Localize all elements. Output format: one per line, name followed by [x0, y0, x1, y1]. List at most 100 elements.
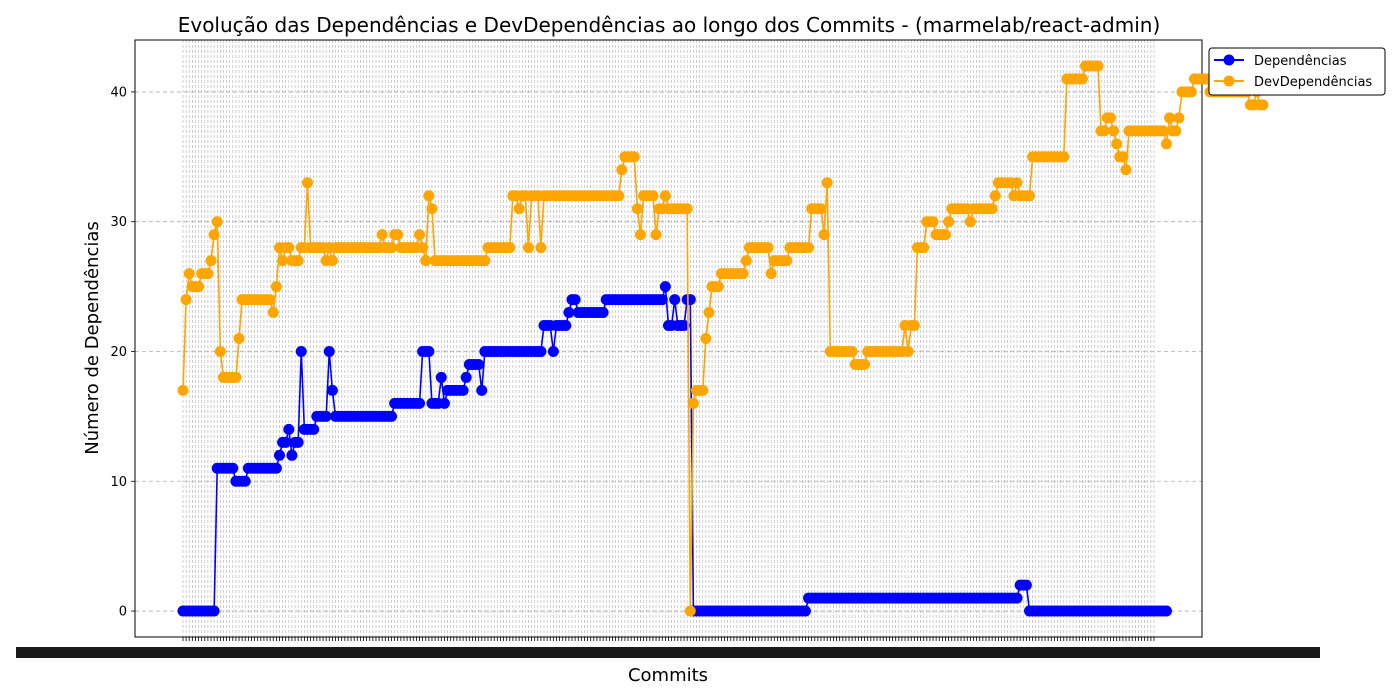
data-point — [295, 345, 307, 357]
data-point — [986, 203, 998, 215]
data-point — [414, 397, 426, 409]
data-point — [678, 320, 690, 332]
data-point — [183, 268, 195, 280]
data-point — [214, 345, 226, 357]
data-point — [631, 203, 643, 215]
data-point — [1257, 99, 1269, 111]
x-gridlines — [182, 40, 1155, 637]
data-point — [964, 216, 976, 228]
data-point — [208, 605, 220, 617]
data-point — [1058, 151, 1070, 163]
data-point — [280, 436, 292, 448]
y-tick-label: 40 — [110, 85, 127, 100]
data-point — [292, 255, 304, 267]
data-point — [918, 242, 930, 254]
x-tick-marks — [182, 637, 1155, 641]
x-axis-label: Commits — [628, 665, 708, 686]
data-point — [659, 281, 671, 293]
legend-marker-dependencias — [1223, 54, 1235, 66]
data-point — [239, 475, 251, 487]
data-point — [613, 190, 625, 202]
data-point — [193, 281, 205, 293]
data-point — [697, 384, 709, 396]
data-point — [818, 229, 830, 241]
data-point — [438, 397, 450, 409]
y-tick-label: 10 — [110, 475, 127, 490]
y-axis-label: Número de Dependências — [82, 221, 103, 455]
data-point — [476, 384, 488, 396]
data-point — [414, 229, 426, 241]
data-point — [270, 281, 282, 293]
data-point — [560, 320, 572, 332]
data-point — [908, 320, 920, 332]
data-point — [803, 242, 815, 254]
data-point — [684, 294, 696, 306]
data-point — [989, 190, 1001, 202]
data-point — [1092, 60, 1104, 72]
data-point — [522, 242, 534, 254]
data-point — [392, 229, 404, 241]
data-point — [927, 216, 939, 228]
data-point — [740, 255, 752, 267]
x-gridline — [182, 40, 1155, 637]
data-point — [473, 358, 485, 370]
legend-label-devdependencias: DevDependências — [1254, 75, 1372, 90]
legend-label-dependencias: Dependências — [1254, 54, 1347, 69]
x-axis-ticks — [16, 637, 1320, 658]
data-point — [1164, 112, 1176, 124]
data-point — [535, 345, 547, 357]
data-point — [634, 229, 646, 241]
data-point — [277, 255, 289, 267]
data-point — [1076, 73, 1088, 85]
data-point — [270, 462, 282, 474]
legend-box — [1208, 47, 1386, 96]
data-point — [1173, 112, 1185, 124]
data-point — [1170, 125, 1182, 137]
data-point — [386, 410, 398, 422]
data-point — [939, 229, 951, 241]
data-point — [264, 294, 276, 306]
data-point — [669, 294, 681, 306]
data-point — [1104, 112, 1116, 124]
data-point — [781, 255, 793, 267]
data-point — [420, 255, 432, 267]
data-point — [569, 294, 581, 306]
data-point — [457, 384, 469, 396]
data-point — [513, 203, 525, 215]
data-point — [292, 436, 304, 448]
data-point — [301, 177, 313, 189]
data-point — [1011, 592, 1023, 604]
legend-marker-devdependencias — [1223, 75, 1235, 87]
data-point — [211, 216, 223, 228]
data-point — [1020, 579, 1032, 591]
data-point — [846, 345, 858, 357]
data-point — [283, 423, 295, 435]
data-point — [656, 294, 668, 306]
data-point — [659, 190, 671, 202]
data-point — [460, 371, 472, 383]
data-point — [647, 190, 659, 202]
data-point — [597, 307, 609, 319]
data-point — [326, 384, 338, 396]
data-point — [323, 345, 335, 357]
data-point — [737, 268, 749, 280]
data-point — [943, 216, 955, 228]
data-point — [326, 255, 338, 267]
data-point — [202, 268, 214, 280]
data-point — [1157, 125, 1169, 137]
data-point — [902, 345, 914, 357]
legend: Dependências DevDependências — [1208, 47, 1386, 96]
data-point — [180, 294, 192, 306]
data-point — [177, 384, 189, 396]
data-point — [765, 268, 777, 280]
data-point — [650, 229, 662, 241]
data-point — [267, 307, 279, 319]
data-point — [799, 605, 811, 617]
data-point — [423, 345, 435, 357]
data-point — [320, 410, 332, 422]
data-point — [547, 345, 559, 357]
data-point — [815, 203, 827, 215]
chart-title: Evolução das Dependências e DevDependênc… — [178, 13, 1161, 37]
data-point — [227, 462, 239, 474]
